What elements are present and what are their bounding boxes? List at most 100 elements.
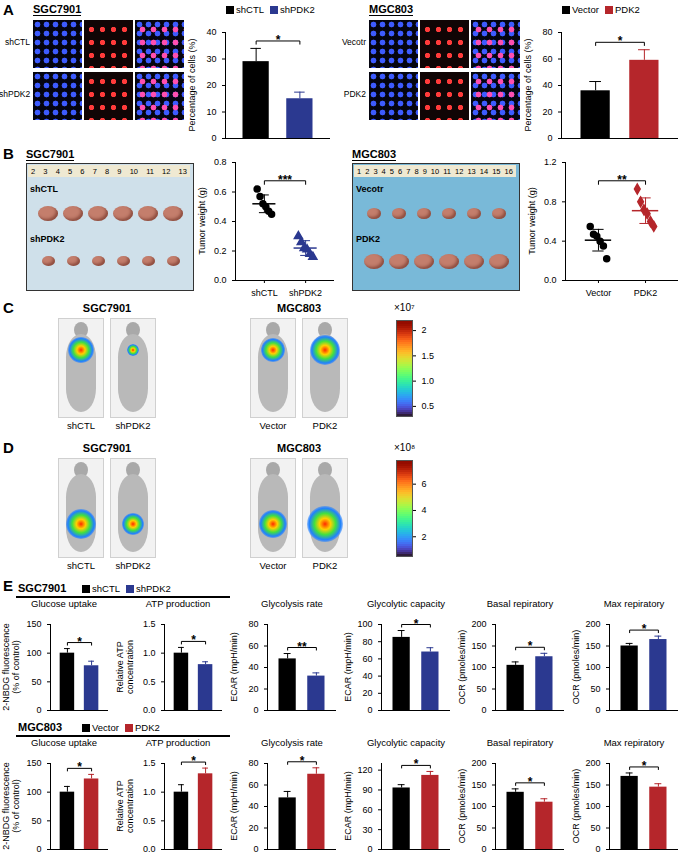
svg-text:0.0: 0.0 bbox=[544, 275, 557, 285]
svg-text:0: 0 bbox=[211, 133, 216, 143]
svg-text:*: * bbox=[642, 759, 647, 773]
svg-text:80: 80 bbox=[542, 27, 552, 37]
svg-text:30: 30 bbox=[362, 825, 372, 835]
svg-text:0.0: 0.0 bbox=[143, 844, 156, 854]
svg-text:2: 2 bbox=[422, 532, 427, 542]
svg-text:*: * bbox=[77, 635, 82, 649]
svg-text:80: 80 bbox=[248, 619, 258, 629]
svg-text:60: 60 bbox=[542, 54, 552, 64]
svg-text:200: 200 bbox=[585, 619, 600, 629]
svg-text:100: 100 bbox=[357, 619, 372, 629]
svg-text:0: 0 bbox=[36, 705, 41, 715]
svg-text:40: 40 bbox=[248, 662, 258, 672]
svg-text:Vector: Vector bbox=[586, 288, 612, 298]
svg-text:0: 0 bbox=[367, 844, 372, 854]
svg-text:shPDK2: shPDK2 bbox=[289, 288, 322, 298]
svg-text:*: * bbox=[414, 757, 419, 771]
svg-text:20: 20 bbox=[362, 688, 372, 698]
svg-text:100: 100 bbox=[585, 801, 600, 811]
svg-text:30: 30 bbox=[206, 54, 216, 64]
svg-text:0: 0 bbox=[595, 705, 600, 715]
svg-text:40: 40 bbox=[542, 80, 552, 90]
svg-text:**: ** bbox=[617, 173, 627, 187]
svg-text:1.0: 1.0 bbox=[143, 787, 156, 797]
svg-text:0.5: 0.5 bbox=[143, 816, 156, 826]
svg-text:50: 50 bbox=[31, 816, 41, 826]
svg-text:150: 150 bbox=[585, 641, 600, 651]
svg-text:*: * bbox=[276, 33, 281, 47]
svg-text:50: 50 bbox=[590, 684, 600, 694]
svg-text:0.8: 0.8 bbox=[214, 157, 227, 167]
svg-text:0.8: 0.8 bbox=[544, 197, 557, 207]
svg-text:100: 100 bbox=[471, 801, 486, 811]
svg-text:1.0: 1.0 bbox=[143, 648, 156, 658]
svg-text:1.5: 1.5 bbox=[143, 619, 156, 629]
svg-text:***: *** bbox=[278, 173, 292, 187]
svg-text:*: * bbox=[642, 622, 647, 636]
svg-text:1.2: 1.2 bbox=[544, 157, 557, 167]
svg-text:0.0: 0.0 bbox=[143, 705, 156, 715]
svg-text:20: 20 bbox=[248, 684, 258, 694]
svg-text:*: * bbox=[191, 754, 196, 768]
svg-text:0.4: 0.4 bbox=[544, 236, 557, 246]
svg-text:shCTL: shCTL bbox=[251, 288, 278, 298]
svg-text:20: 20 bbox=[206, 80, 216, 90]
svg-text:1.5: 1.5 bbox=[143, 758, 156, 768]
svg-text:6: 6 bbox=[422, 479, 427, 489]
svg-text:60: 60 bbox=[362, 805, 372, 815]
svg-text:1.0: 1.0 bbox=[422, 376, 435, 386]
svg-text:0: 0 bbox=[253, 705, 258, 715]
svg-text:60: 60 bbox=[248, 641, 258, 651]
svg-text:60: 60 bbox=[362, 654, 372, 664]
svg-text:0: 0 bbox=[481, 705, 486, 715]
svg-text:0.5: 0.5 bbox=[422, 401, 435, 411]
svg-text:0.0: 0.0 bbox=[214, 275, 227, 285]
svg-text:80: 80 bbox=[362, 637, 372, 647]
svg-text:*: * bbox=[77, 760, 82, 774]
svg-text:20: 20 bbox=[542, 107, 552, 117]
svg-text:*: * bbox=[300, 754, 305, 768]
svg-text:PDK2: PDK2 bbox=[634, 288, 658, 298]
svg-text:50: 50 bbox=[476, 684, 486, 694]
svg-text:50: 50 bbox=[476, 823, 486, 833]
svg-text:0: 0 bbox=[595, 844, 600, 854]
svg-text:1.5: 1.5 bbox=[422, 351, 435, 361]
svg-text:0: 0 bbox=[36, 844, 41, 854]
svg-text:100: 100 bbox=[26, 648, 41, 658]
svg-text:200: 200 bbox=[471, 758, 486, 768]
svg-text:0.5: 0.5 bbox=[143, 677, 156, 687]
svg-text:*: * bbox=[528, 775, 533, 789]
svg-text:2: 2 bbox=[422, 325, 427, 335]
svg-text:150: 150 bbox=[471, 780, 486, 790]
svg-text:150: 150 bbox=[26, 758, 41, 768]
svg-text:0.2: 0.2 bbox=[214, 246, 227, 256]
svg-text:0: 0 bbox=[253, 844, 258, 854]
svg-text:10: 10 bbox=[206, 107, 216, 117]
svg-text:90: 90 bbox=[362, 785, 372, 795]
svg-text:40: 40 bbox=[362, 671, 372, 681]
svg-text:150: 150 bbox=[471, 641, 486, 651]
svg-text:0.6: 0.6 bbox=[214, 187, 227, 197]
svg-text:50: 50 bbox=[590, 823, 600, 833]
svg-text:200: 200 bbox=[585, 758, 600, 768]
svg-text:40: 40 bbox=[206, 27, 216, 37]
svg-text:4: 4 bbox=[422, 505, 427, 515]
svg-text:**: ** bbox=[297, 640, 307, 654]
svg-text:0: 0 bbox=[367, 705, 372, 715]
svg-text:120: 120 bbox=[357, 765, 372, 775]
svg-text:*: * bbox=[191, 633, 196, 647]
svg-text:0.4: 0.4 bbox=[214, 216, 227, 226]
svg-text:100: 100 bbox=[26, 787, 41, 797]
svg-text:150: 150 bbox=[585, 780, 600, 790]
svg-text:*: * bbox=[618, 34, 623, 48]
svg-text:0: 0 bbox=[481, 844, 486, 854]
svg-text:60: 60 bbox=[248, 780, 258, 790]
svg-text:150: 150 bbox=[26, 619, 41, 629]
svg-text:*: * bbox=[414, 617, 419, 631]
svg-text:100: 100 bbox=[471, 662, 486, 672]
svg-text:50: 50 bbox=[31, 677, 41, 687]
svg-text:40: 40 bbox=[248, 801, 258, 811]
svg-text:200: 200 bbox=[471, 619, 486, 629]
svg-text:*: * bbox=[528, 639, 533, 653]
svg-text:80: 80 bbox=[248, 758, 258, 768]
